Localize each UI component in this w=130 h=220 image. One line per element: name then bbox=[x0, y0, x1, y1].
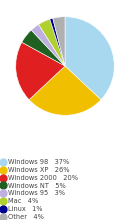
Wedge shape bbox=[31, 24, 65, 66]
Legend: Windows 98   37%, Windows XP   26%, Windows 2000   20%, Windows NT   5%, Windows: Windows 98 37%, Windows XP 26%, Windows … bbox=[1, 159, 78, 220]
Wedge shape bbox=[29, 66, 101, 115]
Wedge shape bbox=[53, 17, 65, 66]
Wedge shape bbox=[16, 42, 65, 100]
Wedge shape bbox=[50, 18, 65, 66]
Wedge shape bbox=[65, 17, 114, 100]
Wedge shape bbox=[22, 30, 65, 66]
Wedge shape bbox=[39, 19, 65, 66]
